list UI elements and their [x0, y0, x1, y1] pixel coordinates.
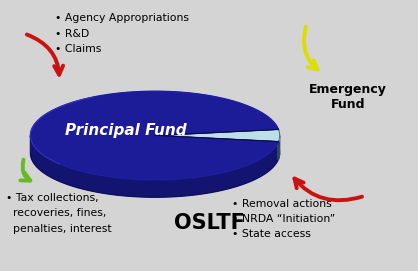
Polygon shape [31, 136, 280, 197]
Polygon shape [31, 91, 278, 180]
Text: Principal Fund: Principal Fund [65, 123, 187, 138]
Text: • Tax collections,
  recoveries, fines,
  penalties, interest: • Tax collections, recoveries, fines, pe… [5, 193, 111, 234]
Text: • Removal actions
• NRDA “Initiation”
• State access: • Removal actions • NRDA “Initiation” • … [232, 199, 335, 239]
Polygon shape [278, 129, 280, 159]
Text: OSLTF: OSLTF [173, 213, 245, 233]
Text: Emergency
Fund: Emergency Fund [309, 83, 387, 111]
Polygon shape [155, 129, 280, 142]
Text: • Agency Appropriations
• R&D
• Claims: • Agency Appropriations • R&D • Claims [55, 14, 189, 54]
